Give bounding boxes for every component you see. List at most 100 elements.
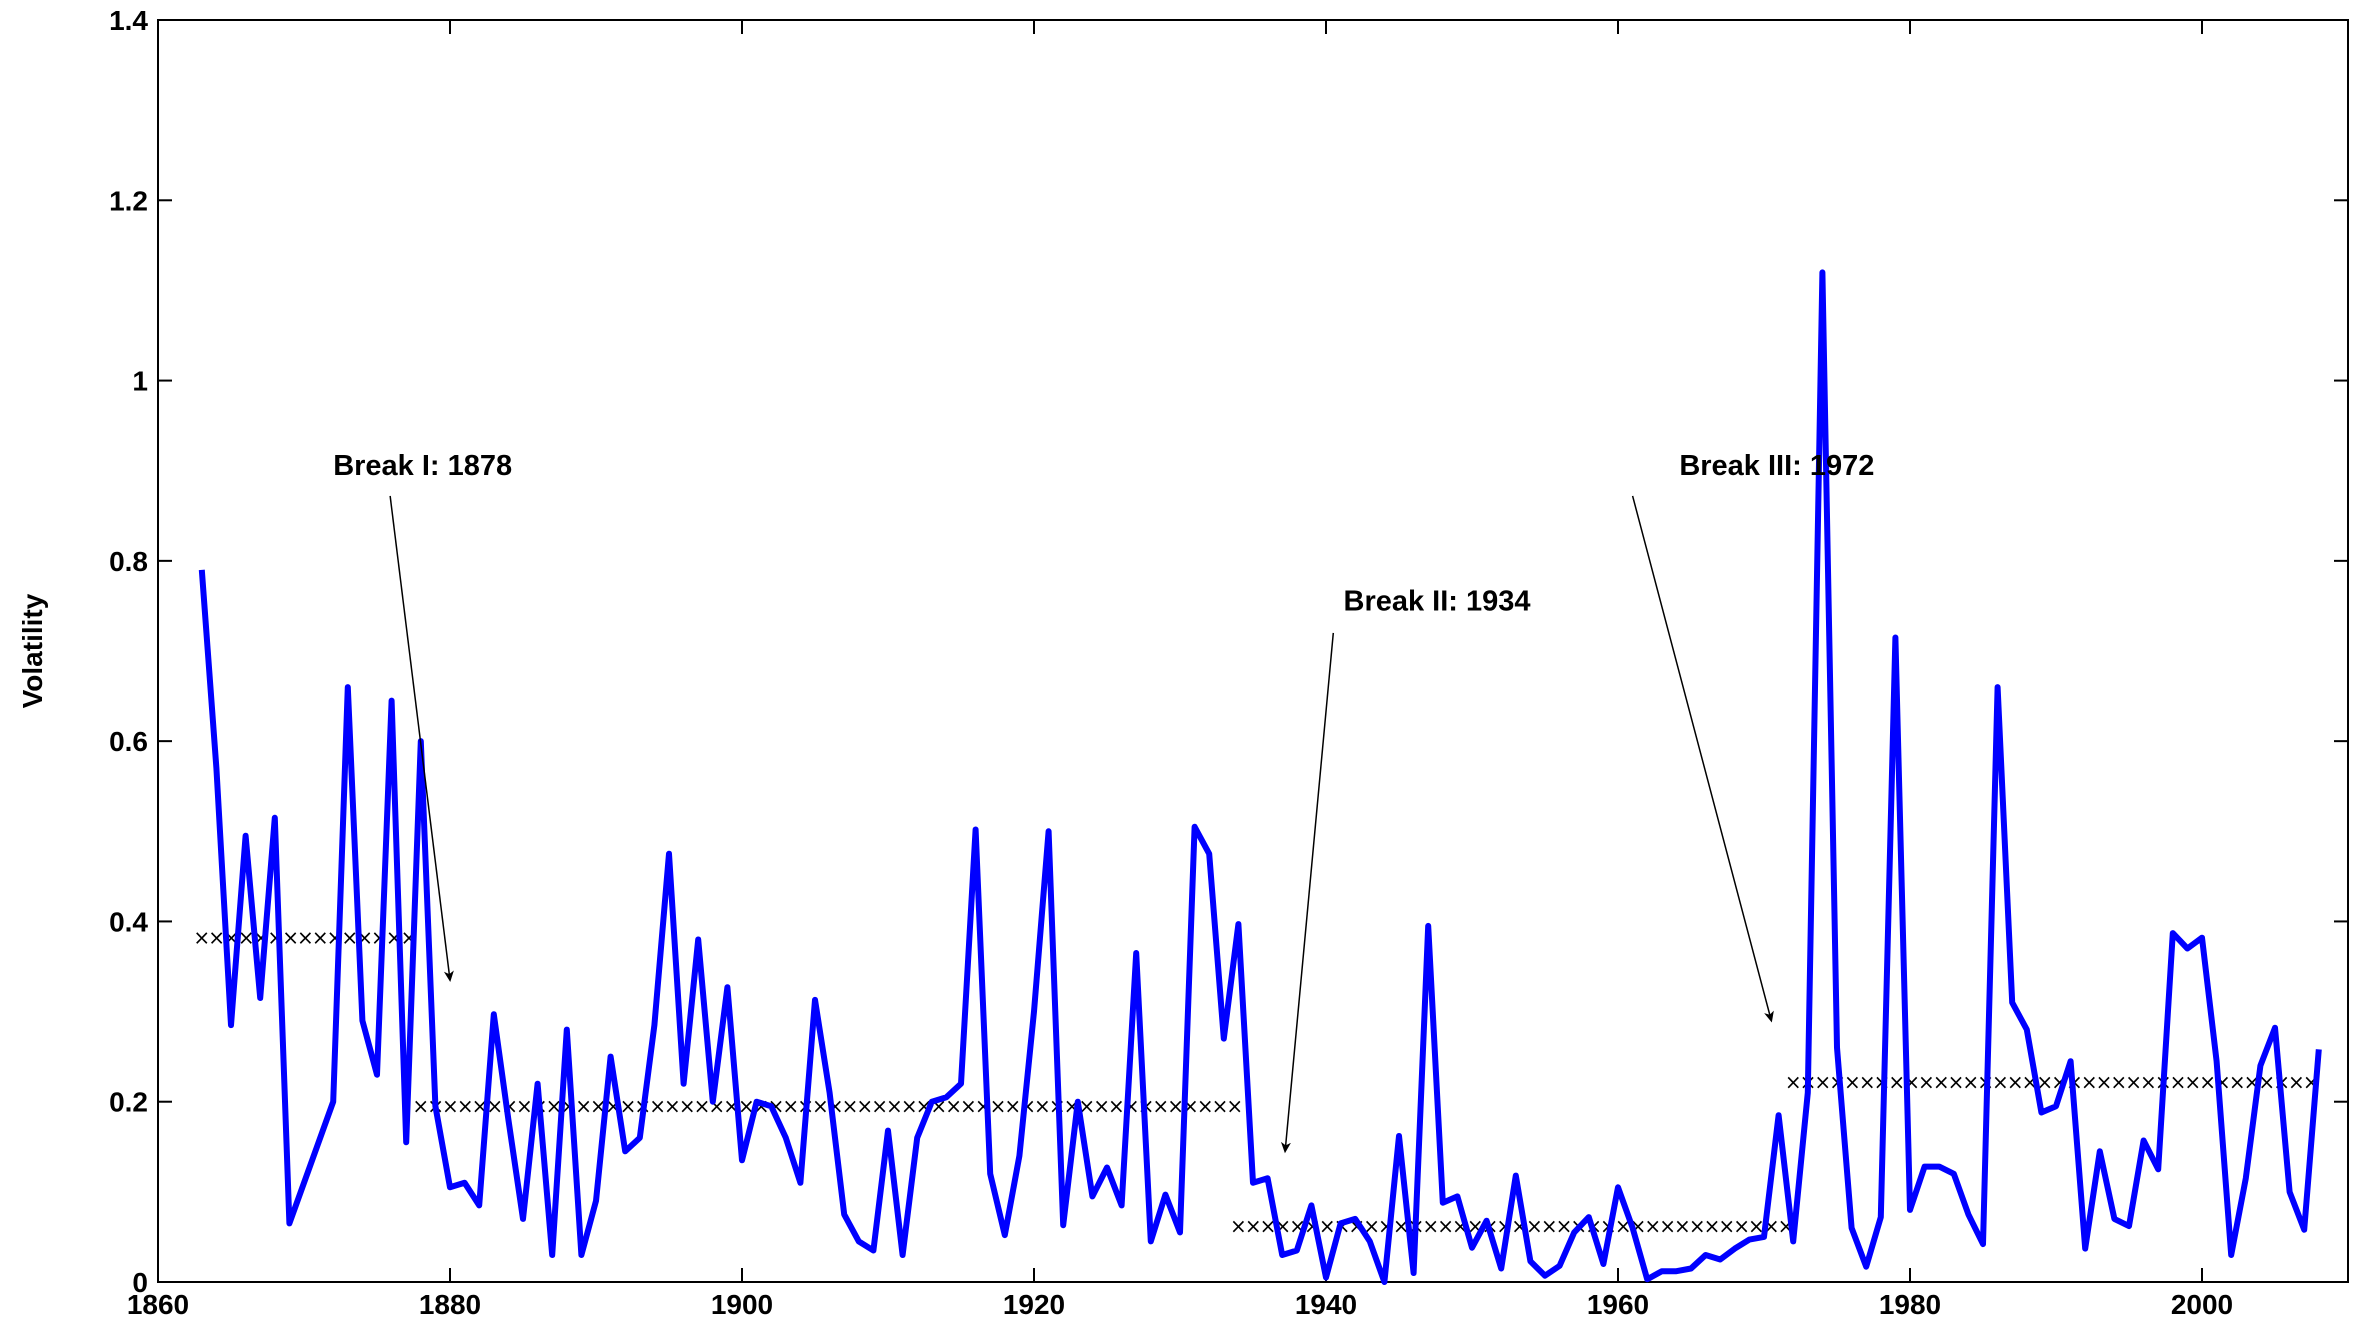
break-label: Break III: 1972 [1679,450,1874,482]
regime-mean-marker: × [1689,1214,1706,1238]
regime-mean-marker: × [2110,1070,2127,1094]
plot-area [157,19,2349,1283]
regime-mean-marker: × [664,1094,681,1118]
y-tick-label: 0.8 [109,546,148,577]
regime-mean-marker: × [1004,1094,1021,1118]
regime-mean-marker: × [1733,1214,1750,1238]
regime-mean-marker: × [1888,1070,1905,1094]
regime-mean-marker: × [486,1094,503,1118]
regime-mean-marker: × [945,1094,962,1118]
volatility-series-line [198,269,2322,1285]
regime-mean-marker: × [516,1094,533,1118]
regime-mean-2: ××××××××××××××××××××××××××××××××××××××××… [412,1094,1243,1118]
regime-mean-marker: × [1933,1070,1950,1094]
regime-mean-marker: × [812,1094,829,1118]
regime-mean-marker: × [620,1094,637,1118]
break-label: Break II: 1934 [1344,585,1531,617]
regime-mean-marker: × [1785,1070,1802,1094]
regime-mean-marker: × [282,926,299,950]
y-tick-label: 0.4 [109,906,148,937]
y-tick-label: 0.6 [109,726,148,757]
x-tick-label: 1860 [127,1289,189,1320]
regime-mean-marker: × [1260,1214,1277,1238]
regime-mean-marker: × [2199,1070,2216,1094]
regime-mean-marker: × [1422,1214,1439,1238]
regime-mean-marker: × [208,926,225,950]
regime-mean-marker: × [2036,1070,2053,1094]
regime-mean-marker: × [457,1094,474,1118]
regime-mean-marker: × [193,926,210,950]
regime-mean-marker: × [2258,1070,2275,1094]
regime-mean-marker: × [1844,1070,1861,1094]
x-tick-label: 1900 [711,1289,773,1320]
regime-mean-marker: × [1437,1214,1454,1238]
regime-mean-marker: × [1226,1094,1243,1118]
regime-mean-marker: × [679,1094,696,1118]
regime-mean-marker: × [782,1094,799,1118]
regime-mean-marker: × [2184,1070,2201,1094]
y-axis-label: Volatility [17,593,48,708]
break-annotation-2: Break II: 1934 [1280,585,1531,1154]
regime-mean-marker: × [2140,1070,2157,1094]
regime-mean-markers: × × × × × × × × × × × × × × × × × × × × × × × × × × × × × × × × × × × × × × × ×… [193,926,2319,1238]
regime-mean-marker: × [1962,1070,1979,1094]
regime-mean-marker: × [2288,1070,2305,1094]
break-annotation-3: Break III: 1972 [1631,450,1874,1023]
regime-mean-marker: × [856,1094,873,1118]
regime-mean-marker: × [738,1094,755,1118]
regime-mean-marker: × [546,1094,563,1118]
regime-mean-marker: × [1034,1094,1051,1118]
break-arrow [389,495,454,983]
regime-mean-marker: × [1992,1070,2009,1094]
regime-mean-marker: × [1659,1214,1676,1238]
regime-mean-marker: × [238,926,255,950]
regime-mean-marker: × [1674,1214,1691,1238]
x-axis-ticks: 1860 1880 1900 1920 1940 1960 1980 2000 [127,20,2233,1320]
regime-mean-marker: × [297,926,314,950]
x-tick-label: 1960 [1587,1289,1649,1320]
regime-mean-marker: × [1704,1214,1721,1238]
y-axis-ticks: 0 0.2 0.4 0.6 0.8 1 1.2 1.4 [109,5,2348,1298]
regime-mean-marker: × [1152,1094,1169,1118]
regime-mean-marker: × [649,1094,666,1118]
regime-mean-marker: × [2125,1070,2142,1094]
x-tick-label: 1920 [1003,1289,1065,1320]
regime-mean-marker: × [1230,1214,1247,1238]
regime-mean-marker: × [1859,1070,1876,1094]
regime-mean-marker: × [312,926,329,950]
regime-mean-marker: × [990,1094,1007,1118]
regime-mean-marker: × [1093,1094,1110,1118]
break-label: Break I: 1878 [333,450,512,482]
regime-mean-marker: × [1245,1214,1262,1238]
regime-mean-marker: × [1814,1070,1831,1094]
regime-mean-marker: × [442,1094,459,1118]
regime-mean-marker: × [886,1094,903,1118]
y-tick-label: 0.2 [109,1087,148,1118]
y-tick-label: 0 [132,1267,148,1298]
x-tick-label: 1980 [1879,1289,1941,1320]
regime-mean-marker: × [1556,1214,1573,1238]
regime-mean-marker: × [1526,1214,1543,1238]
regime-mean-marker: × [575,1094,592,1118]
x-tick-label: 2000 [2171,1289,2233,1320]
regime-mean-marker: × [960,1094,977,1118]
regime-mean-marker: × [1319,1214,1336,1238]
regime-mean-marker: × [2007,1070,2024,1094]
regime-mean-marker: × [871,1094,888,1118]
break-annotation-1: Break I: 1878 [333,450,512,983]
regime-mean-marker: × [1108,1094,1125,1118]
regime-mean-marker: × [1948,1070,1965,1094]
regime-mean-marker: × [412,1094,429,1118]
regime-mean-marker: × [2229,1070,2246,1094]
regime-mean-marker: × [1541,1214,1558,1238]
regime-mean-marker: × [1197,1094,1214,1118]
regime-mean-marker: × [2081,1070,2098,1094]
regime-mean-marker: × [1363,1214,1380,1238]
break-annotations: Break I: 1878 Break II: 1934 Break III: 19… [333,450,1874,1154]
regime-mean-marker: × [1212,1094,1229,1118]
y-tick-label: 1 [132,366,148,397]
break-arrow [1631,495,1774,1023]
regime-mean-marker: × [1167,1094,1184,1118]
regime-mean-marker: × [901,1094,918,1118]
regime-mean-marker: × [341,926,358,950]
